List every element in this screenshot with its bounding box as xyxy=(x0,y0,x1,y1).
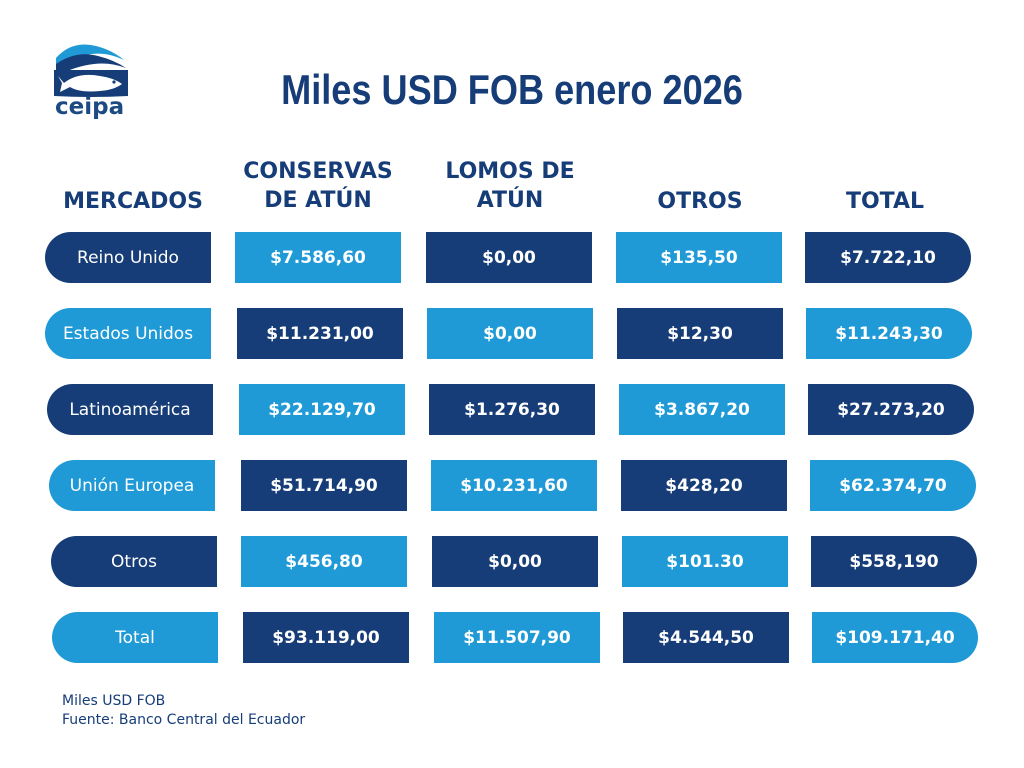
market-label-otros: Otros xyxy=(51,536,217,587)
footer-source: Fuente: Banco Central del Ecuador xyxy=(62,712,306,728)
header-lomos: LOMOS DE ATÚN xyxy=(445,159,575,213)
value-cell-union-europea-lomos: $10.231,60 xyxy=(431,460,597,511)
value-cell-otros-conservas: $456,80 xyxy=(241,536,407,587)
page-title: Miles USD FOB enero 2026 xyxy=(281,66,743,113)
value-cell-reino-unido-lomos: $0,00 xyxy=(426,232,592,283)
value-cell-total-conservas: $93.119,00 xyxy=(243,612,409,663)
value-cell-union-europea-total: $62.374,70 xyxy=(810,460,976,511)
value-cell-estados-unidos-total: $11.243,30 xyxy=(806,308,972,359)
value-cell-latinoamerica-conservas: $22.129,70 xyxy=(239,384,405,435)
value-cell-reino-unido-otros: $135,50 xyxy=(616,232,782,283)
value-cell-union-europea-conservas: $51.714,90 xyxy=(241,460,407,511)
market-label-reino-unido: Reino Unido xyxy=(45,232,211,283)
value-cell-latinoamerica-total: $27.273,20 xyxy=(808,384,974,435)
value-cell-estados-unidos-otros: $12,30 xyxy=(617,308,783,359)
value-cell-total-otros: $4.544,50 xyxy=(623,612,789,663)
value-cell-otros-otros: $101.30 xyxy=(622,536,788,587)
value-cell-reino-unido-total: $7.722,10 xyxy=(805,232,971,283)
value-cell-total-lomos: $11.507,90 xyxy=(434,612,600,663)
value-cell-otros-lomos: $0,00 xyxy=(432,536,598,587)
value-cell-reino-unido-conservas: $7.586,60 xyxy=(235,232,401,283)
value-cell-estados-unidos-conservas: $11.231,00 xyxy=(237,308,403,359)
footer-unit: Miles USD FOB xyxy=(62,693,166,709)
ceipa-logo xyxy=(54,44,128,97)
header-conservas: CONSERVAS DE ATÚN xyxy=(243,159,393,213)
market-label-total: Total xyxy=(52,612,218,663)
market-label-union-europea: Unión Europea xyxy=(49,460,215,511)
value-cell-otros-total: $558,190 xyxy=(811,536,977,587)
market-label-latinoamerica: Latinoamérica xyxy=(47,384,213,435)
brand-wordmark: ceipa xyxy=(55,94,125,120)
market-label-estados-unidos: Estados Unidos xyxy=(45,308,211,359)
value-cell-union-europea-otros: $428,20 xyxy=(621,460,787,511)
value-cell-latinoamerica-lomos: $1.276,30 xyxy=(429,384,595,435)
value-cell-total-total: $109.171,40 xyxy=(812,612,978,663)
header-mercados: MERCADOS xyxy=(63,189,203,214)
header-otros: OTROS xyxy=(657,189,743,214)
value-cell-latinoamerica-otros: $3.867,20 xyxy=(619,384,785,435)
header-total: TOTAL xyxy=(845,189,925,214)
value-cell-estados-unidos-lomos: $0,00 xyxy=(427,308,593,359)
